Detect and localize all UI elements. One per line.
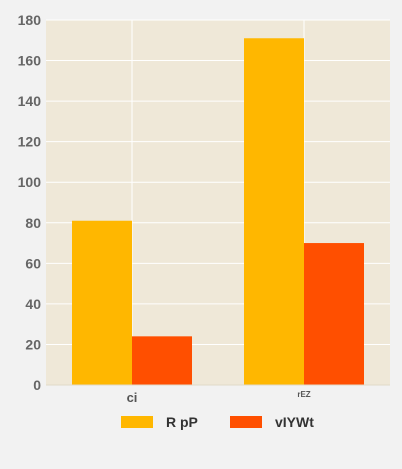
y-tick-label-180: 180	[18, 12, 42, 28]
y-tick-label-100: 100	[18, 174, 42, 190]
bar-R-pP-rEZ	[244, 38, 304, 385]
y-tick-label-120: 120	[18, 134, 42, 150]
legend-swatch-R-pP	[121, 416, 153, 428]
legend: R pP vIYWt	[121, 414, 314, 430]
y-tick-label-80: 80	[25, 215, 41, 231]
y-tick-label-160: 160	[18, 53, 42, 69]
y-tick-label-140: 140	[18, 93, 42, 109]
x-tick-label-rEZ: rEZ	[297, 390, 310, 399]
legend-label-vIYWt: vIYWt	[275, 414, 314, 430]
bar-vIYWt-ci	[132, 336, 192, 385]
y-tick-label-40: 40	[25, 296, 41, 312]
y-axis: 0 20 40 60 80 100 120 140 160 180	[18, 12, 42, 393]
bar-R-pP-ci	[72, 220, 132, 385]
x-axis: ci rEZ	[46, 384, 390, 405]
y-tick-label-20: 20	[25, 336, 41, 352]
y-tick-label-60: 60	[25, 255, 41, 271]
y-tick-label-0: 0	[33, 377, 41, 393]
legend-swatch-vIYWt	[230, 416, 262, 428]
bar-vIYWt-rEZ	[304, 243, 364, 385]
x-tick-label-ci: ci	[127, 390, 138, 405]
legend-label-R-pP: R pP	[166, 414, 198, 430]
bars	[72, 38, 364, 385]
